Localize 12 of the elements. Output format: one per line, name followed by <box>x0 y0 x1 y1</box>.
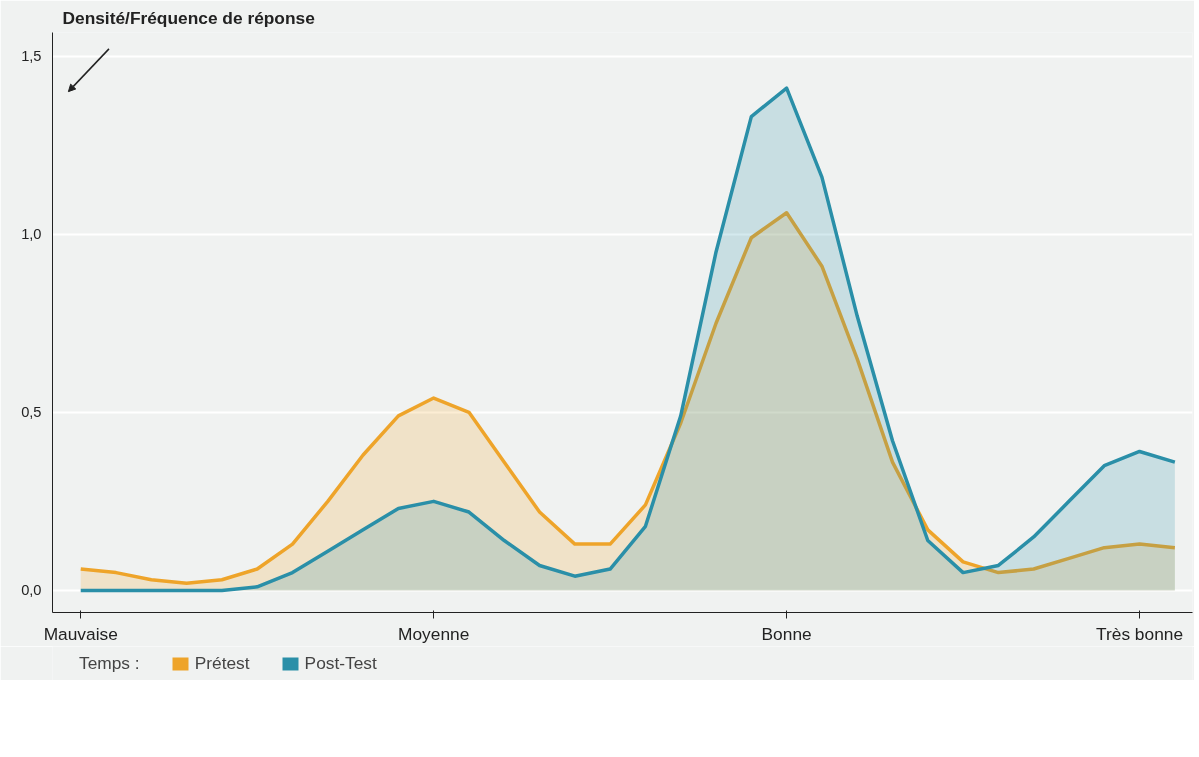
y-tick-label: 1,0 <box>21 226 42 243</box>
x-tick-label: Bonne <box>761 623 812 644</box>
y-tick-label: 0,0 <box>21 582 42 599</box>
legend-label: Post-Test <box>304 652 377 674</box>
legend-title: Temps : <box>79 652 140 674</box>
y-tick-label: 1,5 <box>21 48 42 65</box>
x-tick-label: Moyenne <box>398 623 470 644</box>
x-tick-label: Très bonne <box>1096 623 1184 644</box>
legend-label: Prétest <box>194 652 250 674</box>
x-tick-label: Mauvaise <box>43 623 118 644</box>
y-tick-label: 0,5 <box>21 404 42 421</box>
y-axis-title: Densité/Fréquence de réponse <box>62 7 316 28</box>
